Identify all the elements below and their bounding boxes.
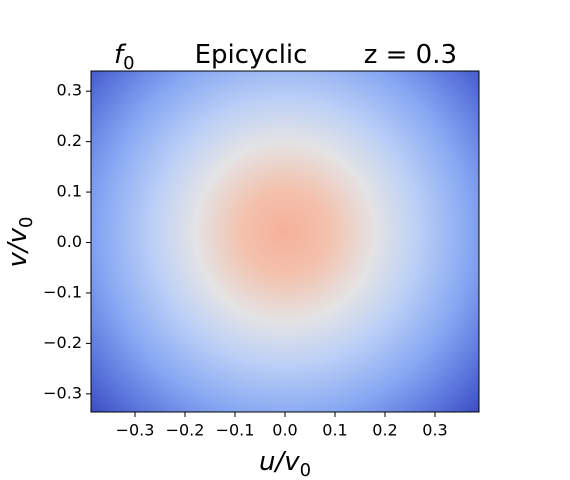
y-tick-label: 0.2	[57, 131, 82, 150]
x-axis-label: u/v0	[259, 447, 311, 480]
chart-title: Epicyclic	[195, 40, 308, 70]
x-label-main: u/v	[259, 447, 300, 477]
y-axis-label: v/v0	[3, 217, 37, 268]
x-tick-label: −0.1	[216, 421, 255, 440]
x-tick-label: 0.2	[372, 421, 397, 440]
title-left-sub: 0	[123, 53, 134, 74]
y-tick-label: 0.1	[57, 182, 82, 201]
y-tick-label: −0.3	[43, 383, 82, 402]
heatmap-image	[91, 71, 479, 412]
title-right: z = 0.3	[364, 40, 457, 70]
title-left: f0	[114, 40, 135, 74]
x-tick-label: −0.3	[116, 421, 155, 440]
y-label-main: v/v	[3, 227, 33, 267]
y-label-sub: 0	[16, 217, 37, 228]
x-tick-label: −0.2	[166, 421, 205, 440]
y-tick-label: 0.0	[57, 232, 82, 251]
y-tick-label: 0.3	[57, 81, 82, 100]
x-label-sub: 0	[300, 460, 311, 480]
x-tick-label: 0.3	[422, 421, 447, 440]
x-tick-label: 0.1	[322, 421, 347, 440]
y-tick-label: −0.2	[43, 333, 82, 352]
x-tick-label: 0.0	[272, 421, 297, 440]
y-tick-label: −0.1	[43, 282, 82, 301]
